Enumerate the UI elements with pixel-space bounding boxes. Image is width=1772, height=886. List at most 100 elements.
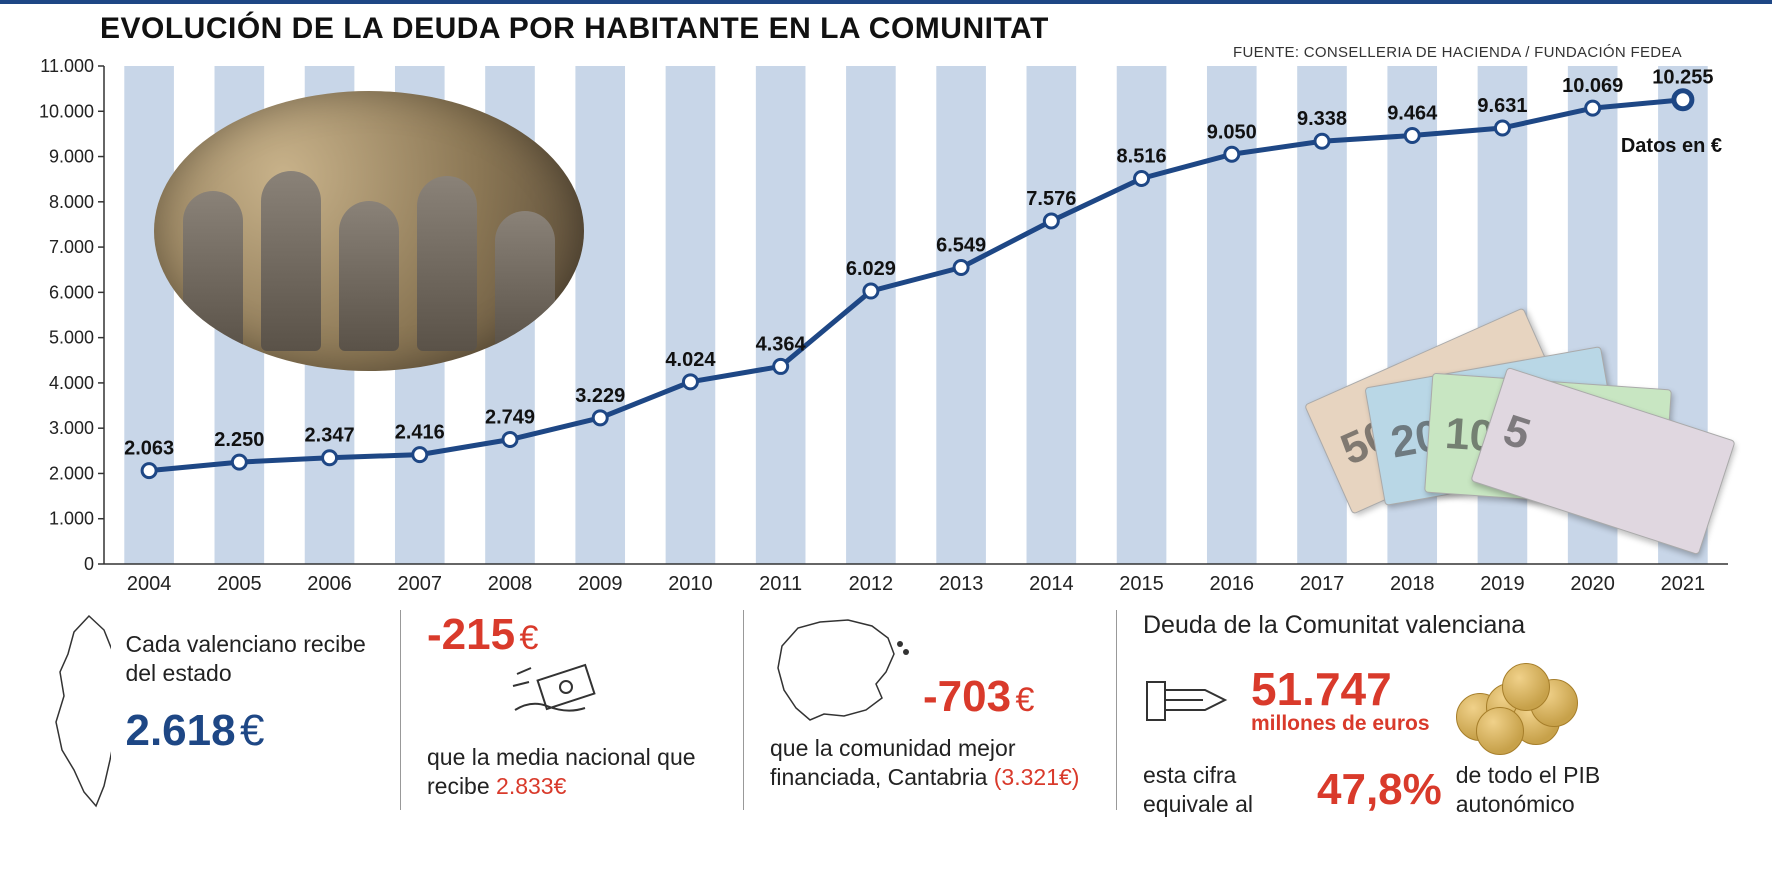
cell2-text: que la media nacional que recibe 2.833€ [427, 743, 717, 801]
pointing-hand-icon [1143, 664, 1233, 734]
value-label: 9.050 [1207, 121, 1257, 143]
chart-marker [232, 455, 246, 469]
value-label: 9.631 [1477, 95, 1527, 117]
x-tick-label: 2018 [1390, 573, 1435, 595]
value-label: 8.516 [1117, 145, 1167, 167]
cell4-line2b: de todo el PIB autonómico [1456, 761, 1656, 819]
cell3-text: que la comunidad mejor financiada, Canta… [770, 734, 1090, 792]
y-tick-label: 5.000 [49, 328, 94, 348]
chart-bar [1027, 66, 1077, 564]
x-tick-label: 2007 [398, 573, 443, 595]
chart-bar [756, 66, 806, 564]
value-label: 2.416 [395, 422, 445, 444]
x-tick-label: 2008 [488, 573, 533, 595]
hand-money-icon [507, 654, 617, 734]
cell4-line2a: esta cifra equivale al [1143, 761, 1303, 819]
coins-icon [1448, 649, 1588, 749]
cell4-percent: 47,8% [1317, 765, 1442, 815]
x-tick-label: 2019 [1480, 573, 1525, 595]
chart-bar [666, 66, 716, 564]
spain-map-icon [770, 610, 915, 730]
cell3-ref: (3.321€) [994, 764, 1080, 790]
chart-marker [774, 359, 788, 373]
chart-bar [846, 66, 896, 564]
x-tick-label: 2009 [578, 573, 623, 595]
chart-marker [142, 464, 156, 478]
chart-marker [1044, 214, 1058, 228]
value-label: 4.364 [756, 333, 807, 355]
x-tick-label: 2006 [307, 573, 352, 595]
chart-marker [1315, 134, 1329, 148]
cell1-value: 2.618 [125, 706, 235, 755]
y-tick-label: 7.000 [49, 237, 94, 257]
value-label: 7.576 [1026, 188, 1076, 210]
x-tick-label: 2005 [217, 573, 262, 595]
value-label: 10.069 [1562, 75, 1623, 97]
chart-bar [936, 66, 986, 564]
divider-3 [1116, 610, 1117, 810]
cell3-value: -703 [923, 672, 1011, 721]
units-note: Datos en € [1621, 135, 1722, 157]
x-tick-label: 2004 [127, 573, 172, 595]
bottom-row: Cada valenciano recibe del estado 2.618 … [0, 600, 1772, 819]
chart-marker [1225, 147, 1239, 161]
cell1-currency: € [240, 706, 264, 755]
value-label: 4.024 [665, 349, 716, 371]
y-tick-label: 4.000 [49, 373, 94, 393]
cell3-text-a: que la comunidad mejor financiada, Canta… [770, 735, 1015, 790]
value-label: 9.464 [1387, 103, 1438, 125]
chart-marker [954, 261, 968, 275]
cell2-currency: € [520, 619, 539, 657]
y-tick-label: 10.000 [39, 101, 94, 121]
y-tick-label: 2.000 [49, 463, 94, 483]
value-label: 3.229 [575, 385, 625, 407]
chart-marker [683, 375, 697, 389]
cell-vs-national: -215 € que la media nacional que recibe … [417, 610, 727, 801]
cell2-ref: 2.833€ [496, 773, 566, 799]
chart-marker [1135, 171, 1149, 185]
y-tick-label: 8.000 [49, 192, 94, 212]
chart-bar [1117, 66, 1167, 564]
x-tick-label: 2017 [1300, 573, 1345, 595]
cell-valenciano-receives: Cada valenciano recibe del estado 2.618 … [24, 610, 384, 810]
y-tick-label: 1.000 [49, 509, 94, 529]
x-tick-label: 2012 [849, 573, 894, 595]
y-tick-label: 9.000 [49, 147, 94, 167]
x-tick-label: 2010 [668, 573, 713, 595]
value-label: 6.029 [846, 258, 896, 280]
y-tick-label: 11.000 [40, 56, 94, 76]
cell-total-debt: Deuda de la Comunitat valenciana 51.747 … [1133, 610, 1748, 819]
cell2-value: -215 [427, 610, 515, 659]
x-tick-label: 2020 [1570, 573, 1615, 595]
cell4-amount: 51.747 [1251, 662, 1430, 716]
cell4-unit: millones de euros [1251, 712, 1430, 736]
main-title: EVOLUCIÓN DE LA DEUDA POR HABITANTE EN L… [100, 12, 1049, 46]
chart-marker [413, 448, 427, 462]
photo-people [154, 91, 584, 371]
chart-area: 0 1.000 2.000 3.000 4.000 5.000 6.000 7.000 8.00… [24, 46, 1748, 600]
y-tick-label: 3.000 [49, 418, 94, 438]
divider-1 [400, 610, 401, 810]
x-tick-label: 2014 [1029, 573, 1074, 595]
cell-vs-cantabria: -703 € que la comunidad mejor financiada… [760, 610, 1100, 792]
x-tick-label: 2021 [1661, 573, 1706, 595]
y-tick-label: 0 [84, 554, 94, 574]
chart-marker [323, 451, 337, 465]
x-tick-label: 2015 [1119, 573, 1164, 595]
cell1-text: Cada valenciano recibe del estado [125, 630, 374, 688]
x-tick-label: 2013 [939, 573, 984, 595]
cell3-currency: € [1016, 681, 1035, 719]
value-label: 2.347 [305, 425, 355, 447]
chart-marker [593, 411, 607, 425]
value-label: 10.255 [1652, 67, 1713, 89]
header: EVOLUCIÓN DE LA DEUDA POR HABITANTE EN L… [0, 4, 1772, 46]
value-label: 6.549 [936, 235, 986, 257]
x-tick-label: 2016 [1210, 573, 1255, 595]
chart-marker [503, 433, 517, 447]
chart-marker [1586, 101, 1600, 115]
value-label: 2.749 [485, 407, 535, 429]
y-tick-label: 6.000 [49, 282, 94, 302]
divider-2 [743, 610, 744, 810]
chart-marker [864, 284, 878, 298]
value-label: 2.250 [214, 429, 264, 451]
